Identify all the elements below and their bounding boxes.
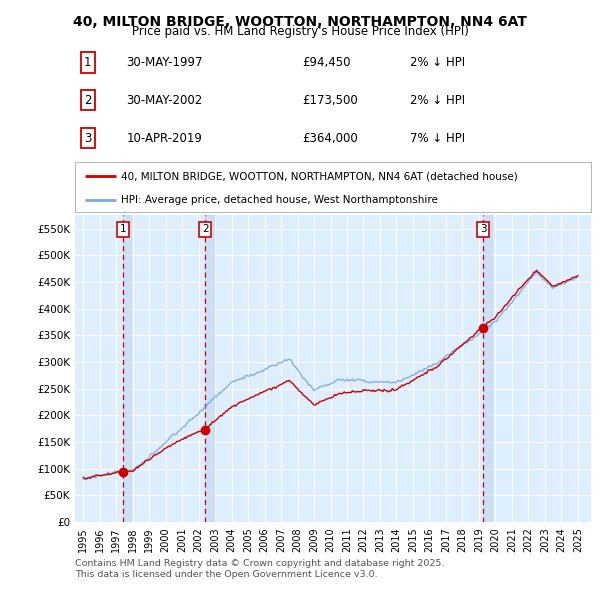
Text: 30-MAY-2002: 30-MAY-2002 [127, 94, 203, 107]
Text: 2: 2 [202, 224, 209, 234]
Text: 40, MILTON BRIDGE, WOOTTON, NORTHAMPTON, NN4 6AT: 40, MILTON BRIDGE, WOOTTON, NORTHAMPTON,… [73, 15, 527, 29]
Bar [484, 215, 491, 522]
Text: 30-MAY-1997: 30-MAY-1997 [127, 56, 203, 69]
Bar [205, 215, 214, 522]
Text: 10-APR-2019: 10-APR-2019 [127, 132, 202, 145]
Text: 40, MILTON BRIDGE, WOOTTON, NORTHAMPTON, NN4 6AT (detached house): 40, MILTON BRIDGE, WOOTTON, NORTHAMPTON,… [121, 171, 518, 181]
Text: Price paid vs. HM Land Registry's House Price Index (HPI): Price paid vs. HM Land Registry's House … [131, 25, 469, 38]
Text: £364,000: £364,000 [302, 132, 358, 145]
Text: 2% ↓ HPI: 2% ↓ HPI [410, 56, 466, 69]
Text: 3: 3 [84, 132, 92, 145]
Bar [123, 215, 131, 522]
Text: Contains HM Land Registry data © Crown copyright and database right 2025.
This d: Contains HM Land Registry data © Crown c… [75, 559, 445, 579]
Text: 3: 3 [480, 224, 487, 234]
Text: HPI: Average price, detached house, West Northamptonshire: HPI: Average price, detached house, West… [121, 195, 439, 205]
Text: £94,450: £94,450 [302, 56, 350, 69]
Text: 1: 1 [119, 224, 126, 234]
Text: 2% ↓ HPI: 2% ↓ HPI [410, 94, 466, 107]
Text: 1: 1 [84, 56, 92, 69]
Text: £173,500: £173,500 [302, 94, 358, 107]
Text: 2: 2 [84, 94, 92, 107]
Text: 7% ↓ HPI: 7% ↓ HPI [410, 132, 466, 145]
